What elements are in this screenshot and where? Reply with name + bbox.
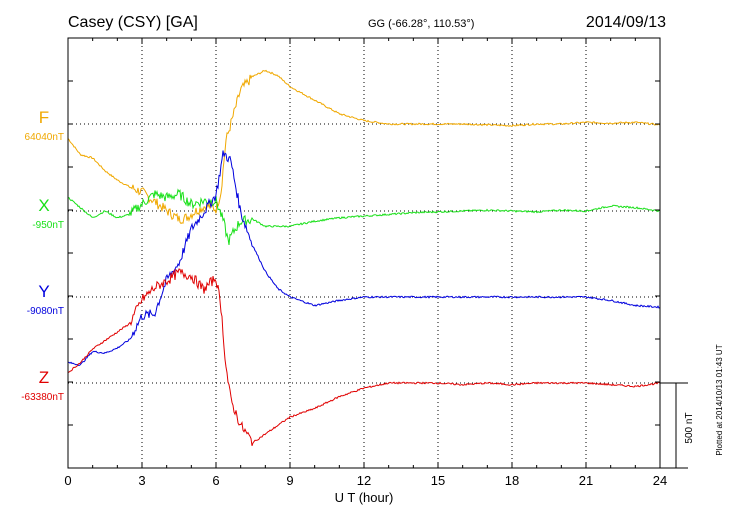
series-name-Y: Y xyxy=(38,282,49,301)
series-baseline-F: 64040nT xyxy=(25,132,64,143)
x-tick-label-0: 0 xyxy=(64,473,71,488)
series-baseline-X: -950nT xyxy=(32,220,64,231)
series-labels: F 64040nT X -950nT Y -9080nT Z -63380nT xyxy=(21,108,64,403)
x-tick-label-15: 15 xyxy=(431,473,445,488)
plotted-timestamp: Plotted at 2014/10/13 01:43 UT xyxy=(715,344,724,455)
series-traces xyxy=(67,69,661,446)
plot-date: 2014/09/13 xyxy=(586,14,666,31)
grid xyxy=(68,38,660,468)
scale-bar-label: 500 nT xyxy=(684,412,695,443)
trace-F xyxy=(67,69,661,225)
scale-bar: 500 nT xyxy=(660,382,695,469)
station-title: Casey (CSY) [GA] xyxy=(68,14,198,31)
x-tick-label-6: 6 xyxy=(212,473,219,488)
x-tick-label-3: 3 xyxy=(138,473,145,488)
trace-X xyxy=(67,188,661,245)
x-tick-label-9: 9 xyxy=(286,473,293,488)
station-coords: GG (-66.28°, 110.53°) xyxy=(368,18,474,30)
series-name-X: X xyxy=(38,196,49,215)
series-name-Z: Z xyxy=(39,368,49,387)
trace-Z xyxy=(67,268,661,446)
series-baseline-Y: -9080nT xyxy=(27,306,64,317)
x-tick-label-24: 24 xyxy=(653,473,667,488)
x-tick-label-12: 12 xyxy=(357,473,371,488)
x-axis-label: U T (hour) xyxy=(335,490,394,505)
series-baseline-Z: -63380nT xyxy=(21,392,64,403)
x-tick-label-18: 18 xyxy=(505,473,519,488)
x-tick-labels: 0 3 6 9 12 15 18 21 24 xyxy=(64,473,667,488)
x-tick-label-21: 21 xyxy=(579,473,593,488)
trace-Y xyxy=(67,150,661,367)
series-name-F: F xyxy=(39,108,49,127)
axis-ticks xyxy=(67,37,661,469)
